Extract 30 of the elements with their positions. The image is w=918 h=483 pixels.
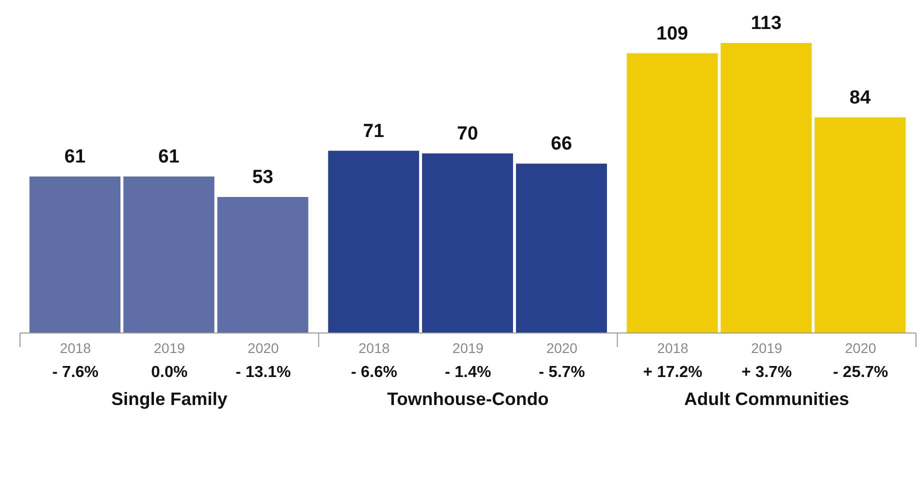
data-label: 113 [750,13,782,34]
data-label: 109 [656,23,688,44]
text: 0.0% [151,364,188,381]
data-label: 70 [456,123,478,144]
text: + 17.2% [643,364,702,381]
data-label: 61 [158,146,180,168]
data-label: 53 [252,166,274,188]
text: - 13.1% [236,364,291,381]
x-tick-label: 2019 [154,340,186,356]
data-label: 71 [363,120,385,142]
text: - 1.4% [444,364,492,381]
text: - 5.7% [538,364,586,381]
x-tick-label: 2018 [60,340,92,356]
x-tick-label: 2019 [452,340,484,356]
x-tick-label: 2020 [845,340,876,356]
data-label: 66 [550,134,572,155]
data-label: 61 [64,146,86,168]
text: - 7.6% [52,364,99,381]
text: - 25.7% [833,364,888,381]
text: - 6.6% [350,364,398,381]
x-tick-label: 2018 [657,340,689,356]
text: Townhouse-Condo [387,389,549,409]
text: Single Family [111,389,228,409]
x-tick-label: 2020 [546,340,578,356]
x-tick-label: 2020 [248,340,280,356]
x-tick-label: 2018 [358,340,390,356]
text: Adult Communities [684,389,850,409]
x-tick-label: 2019 [751,340,782,356]
text: + 3.7% [742,364,792,381]
data-label: 84 [850,87,872,108]
